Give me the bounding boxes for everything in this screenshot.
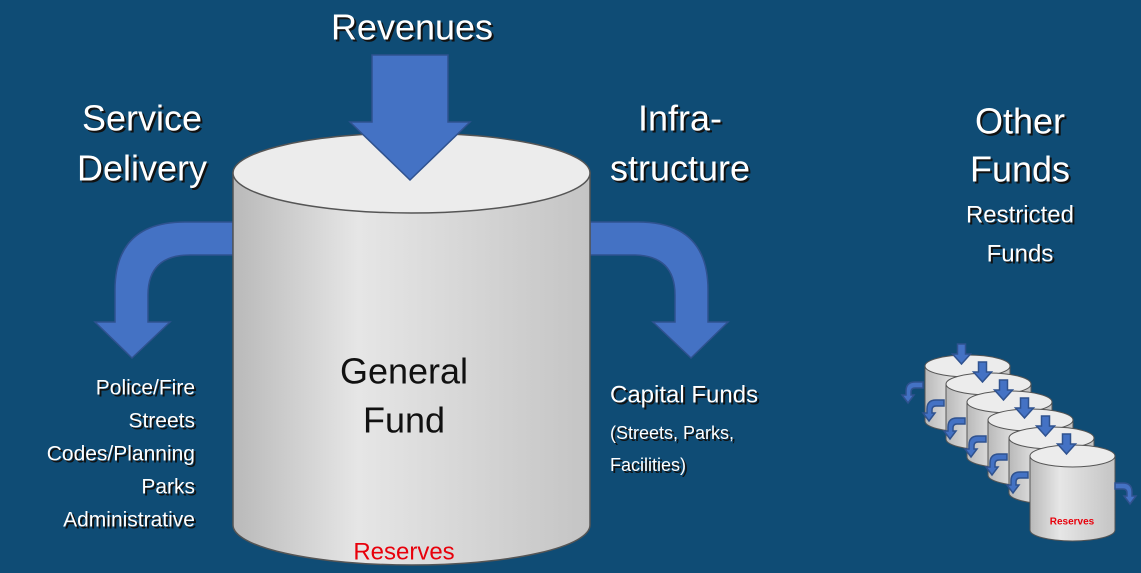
revenues-label: Revenues xyxy=(331,7,493,48)
general-fund-label: Fund xyxy=(363,400,445,441)
capital-funds-title: Capital Funds xyxy=(610,381,758,408)
service-label: Delivery xyxy=(77,148,207,189)
diagram: Reserves Revenues Service Delivery Infra… xyxy=(0,0,1141,573)
general-fund-label: General xyxy=(340,351,468,392)
service-item: Codes/Planning xyxy=(47,443,195,466)
small-cylinder xyxy=(1030,456,1115,541)
other-funds-title: Other xyxy=(975,101,1065,142)
small-reserves-label: Reserves xyxy=(1050,517,1095,528)
service-item: Streets xyxy=(128,410,195,433)
service-item: Police/Fire xyxy=(96,377,195,400)
service-item: Administrative xyxy=(63,509,195,532)
capital-funds-detail: Facilities) xyxy=(610,455,686,475)
service-label: Service xyxy=(82,98,202,139)
other-funds-title: Funds xyxy=(970,149,1070,190)
other-funds-subtitle: Funds xyxy=(987,240,1054,267)
infrastructure-label: Infra- xyxy=(638,98,722,139)
other-funds-subtitle: Restricted xyxy=(966,201,1074,228)
reserves-label: Reserves xyxy=(353,538,454,565)
service-item: Parks xyxy=(141,476,195,499)
infrastructure-label: structure xyxy=(610,148,750,189)
capital-funds-detail: (Streets, Parks, xyxy=(610,423,734,443)
